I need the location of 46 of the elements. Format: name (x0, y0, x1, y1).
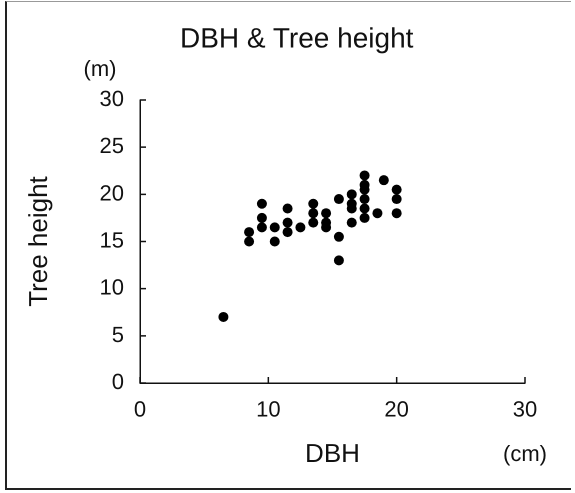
point (372, 208, 382, 218)
point (270, 222, 280, 232)
point (378, 175, 389, 186)
point (308, 218, 318, 228)
point (282, 218, 293, 228)
point (308, 208, 318, 218)
point (334, 194, 344, 204)
point (360, 203, 370, 214)
chart-title: DBH & Tree height (180, 22, 414, 54)
point (256, 212, 267, 223)
y-tick-label: 25 (100, 133, 124, 158)
point (346, 189, 357, 200)
point (256, 198, 267, 209)
point (334, 255, 344, 266)
point (282, 203, 293, 214)
point (256, 222, 267, 232)
point (270, 236, 280, 246)
y-tick-label: 0 (112, 369, 124, 394)
point (295, 222, 306, 232)
point (392, 194, 402, 204)
point (346, 218, 357, 228)
x-tick-label: 30 (512, 396, 538, 422)
point (360, 212, 370, 223)
point (282, 227, 293, 238)
y-axis-title: Tree height (23, 175, 54, 307)
y-tick-label: 20 (100, 180, 124, 206)
point (392, 208, 402, 218)
y-tick-label: 30 (100, 86, 124, 112)
point (244, 236, 254, 246)
point (308, 198, 318, 209)
text: (cm) (503, 441, 547, 466)
point (218, 312, 228, 322)
text: (m) (84, 56, 116, 82)
point (392, 184, 402, 195)
point (360, 194, 370, 204)
x-axis-title: DBH (305, 438, 360, 468)
point (244, 227, 254, 238)
point (360, 170, 370, 180)
y-tick-label: 5 (112, 322, 124, 347)
x-tick-label: 10 (256, 396, 281, 422)
y-tick-label: 15 (100, 228, 124, 253)
x-tick-label: 20 (384, 396, 409, 422)
point (334, 232, 344, 242)
x-tick-label: 0 (134, 396, 146, 422)
point (321, 208, 332, 218)
y-tick-label: 10 (100, 274, 124, 300)
